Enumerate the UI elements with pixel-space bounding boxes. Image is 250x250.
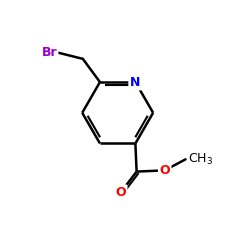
Text: CH$_3$: CH$_3$: [188, 152, 213, 167]
Text: N: N: [130, 76, 140, 88]
Text: O: O: [160, 164, 170, 177]
Text: Br: Br: [42, 46, 57, 59]
Text: O: O: [116, 186, 126, 199]
